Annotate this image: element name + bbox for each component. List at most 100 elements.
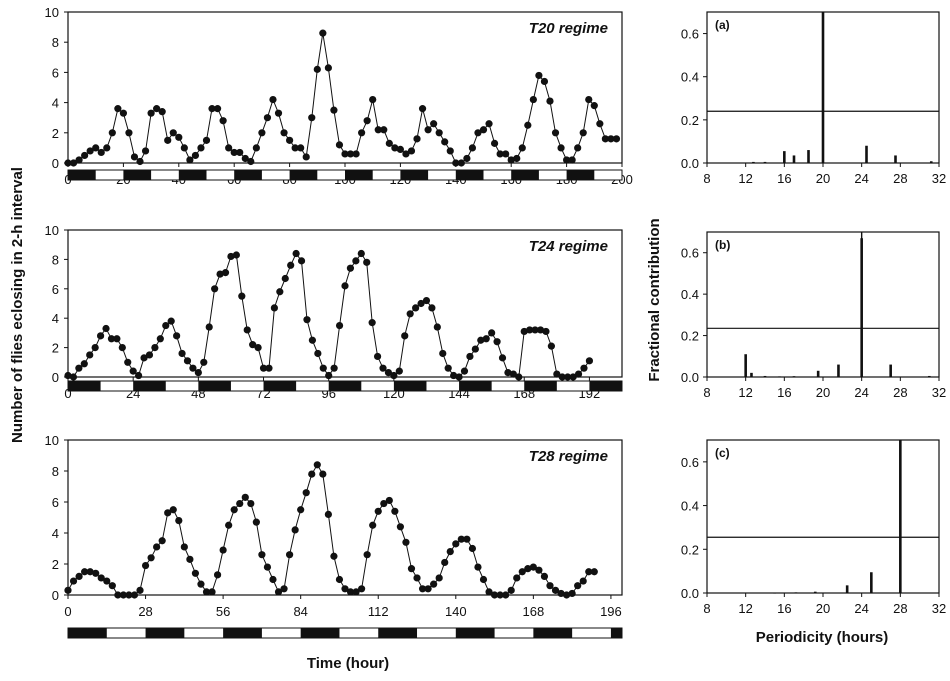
data-point [457, 159, 465, 167]
dark-phase-segment [566, 170, 595, 180]
data-point [490, 591, 499, 599]
data-point [502, 150, 510, 158]
data-point [391, 144, 399, 152]
data-point [407, 147, 416, 155]
y-tick-label: 4 [52, 526, 59, 541]
data-point [292, 249, 300, 258]
data-point [145, 351, 154, 359]
data-point [252, 144, 260, 152]
x-tick-label: 24 [854, 385, 868, 400]
data-point [92, 569, 100, 577]
data-point [493, 338, 501, 346]
data-point [280, 129, 288, 137]
data-point [468, 544, 477, 553]
data-point [474, 563, 482, 571]
data-point [380, 499, 388, 508]
data-point [158, 537, 166, 545]
data-point [107, 335, 116, 343]
data-point [352, 257, 360, 265]
data-point [557, 589, 565, 598]
data-point [563, 156, 571, 164]
x-tick-label: 20 [816, 171, 830, 186]
data-point [86, 568, 94, 576]
dark-phase-segment [234, 170, 262, 180]
periodogram-bar [744, 354, 747, 377]
data-point [363, 117, 371, 125]
periodogram-bar [792, 376, 796, 378]
data-point [178, 349, 186, 358]
data-point [114, 591, 122, 599]
data-point [219, 117, 227, 125]
data-point [363, 551, 371, 559]
data-point [151, 344, 159, 352]
y-tick-label: 0 [52, 588, 59, 603]
data-point [238, 292, 246, 300]
data-point [230, 506, 238, 514]
data-point [424, 126, 432, 134]
data-point [569, 373, 577, 381]
periodogram-bar [792, 155, 796, 163]
data-point [330, 106, 338, 114]
x-tick-label: 16 [777, 601, 791, 616]
data-point [430, 120, 438, 128]
data-point [102, 324, 110, 333]
data-point [346, 150, 355, 158]
data-point [413, 135, 421, 143]
dark-phase-segment [68, 170, 96, 180]
x-tick-label: 0 [64, 604, 71, 619]
dark-phase-segment [328, 381, 362, 391]
data-point [75, 572, 83, 581]
data-point [324, 510, 332, 518]
dark-phase-segment [524, 381, 557, 391]
data-point [504, 368, 512, 377]
data-point [335, 141, 344, 149]
data-point [526, 326, 534, 334]
data-point [227, 252, 235, 261]
data-point [202, 136, 211, 144]
x-tick-label: 16 [777, 385, 791, 400]
data-point [536, 326, 545, 334]
data-point [515, 373, 523, 381]
data-point [335, 575, 344, 584]
periodogram-bar [928, 375, 931, 377]
data-point [507, 156, 515, 164]
periodogram-bar [816, 370, 820, 377]
data-point [330, 364, 338, 372]
data-point [446, 548, 454, 556]
data-point [270, 304, 278, 312]
periodogram-bar [865, 145, 868, 163]
y-tick-label: 10 [45, 5, 59, 20]
data-point [213, 105, 222, 113]
data-point [86, 147, 94, 155]
data-point [91, 344, 99, 352]
data-point [485, 588, 493, 596]
data-point [194, 368, 202, 377]
data-point [369, 521, 377, 529]
data-point [568, 589, 576, 598]
data-point [507, 586, 515, 594]
data-point [249, 341, 257, 349]
x-tick-label: 20 [816, 385, 830, 400]
data-point [141, 147, 150, 155]
periodogram-bar [837, 364, 840, 377]
data-point [125, 129, 133, 137]
data-point [191, 151, 200, 160]
plot-frame [67, 439, 623, 596]
data-point [518, 568, 526, 576]
data-point [542, 327, 550, 336]
data-point [297, 257, 306, 265]
time-series-panels: 0246810020406080100120140160180200T20 re… [45, 5, 633, 639]
panel-label: (a) [715, 18, 730, 32]
data-point [607, 135, 615, 143]
data-point [518, 144, 526, 152]
data-point [418, 105, 427, 113]
y-tick-label: 0.6 [681, 246, 699, 261]
dark-phase-segment [133, 381, 166, 391]
x-tick-label: 8 [703, 601, 710, 616]
x-tick-label: 168 [523, 604, 545, 619]
data-point [180, 144, 188, 152]
dark-phase-segment [145, 628, 185, 638]
dark-phase-segment [589, 381, 622, 391]
data-point [482, 335, 490, 343]
data-point [135, 371, 143, 380]
